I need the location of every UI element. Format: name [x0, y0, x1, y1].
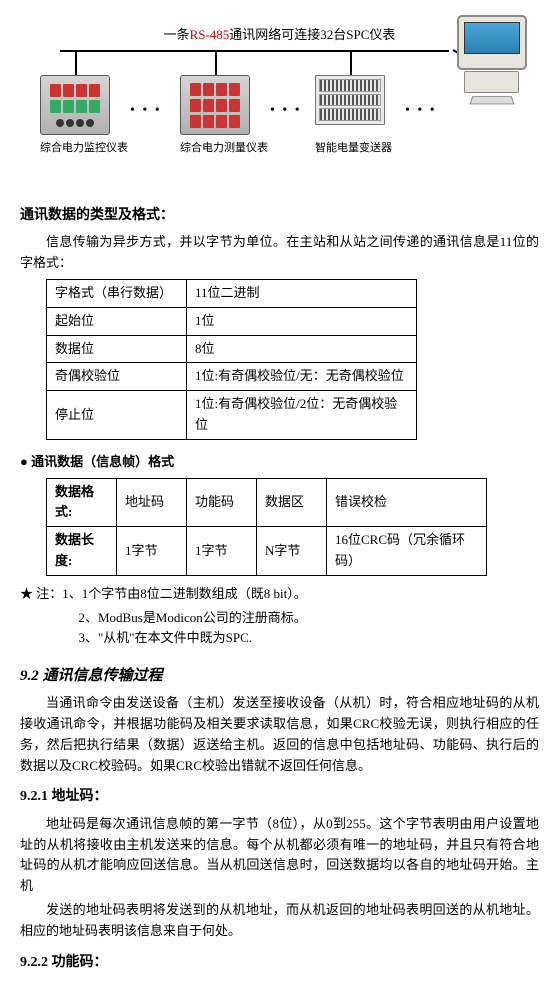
pc-base-icon [464, 71, 519, 93]
cell: 8位 [187, 335, 417, 363]
section-title-frame-format: ● 通讯数据（信息帧）格式 [20, 452, 539, 473]
note-3: 3、"从机"在本文件中既为SPC. [79, 628, 540, 649]
cell: 功能码 [187, 478, 257, 527]
cell: 停止位 [47, 391, 187, 440]
device-label: 综合电力监控仪表 [40, 140, 110, 158]
cell: 1字节 [187, 527, 257, 576]
cell: 字格式（串行数据） [47, 279, 187, 307]
ellipsis-dots: • • • [130, 100, 162, 122]
device-meter-2: 综合电力测量仪表 [180, 75, 250, 158]
meter-box [180, 75, 250, 135]
drop-line [350, 50, 352, 75]
cell-label: 数据格式: [47, 478, 117, 527]
device-meter-1: 综合电力监控仪表 [40, 75, 110, 158]
cell: 地址码 [117, 478, 187, 527]
section-9-2-title: 9.2 通讯信息传输过程 [20, 664, 539, 688]
cell-label: 数据长度: [47, 527, 117, 576]
cell: 数据位 [47, 335, 187, 363]
note-1: ★ 注：1、1个字节由8位二进制数组成（既8 bit）。 [20, 584, 539, 605]
cell: 1位 [187, 307, 417, 335]
section-9-2-2-title: 9.2.2 功能码： [20, 952, 539, 974]
ellipsis-dots: • • • [405, 100, 437, 122]
ellipsis-dots: • • • [270, 100, 302, 122]
note-2: 2、ModBus是Modicon公司的注册商标。 [79, 608, 540, 629]
frame-format-table: 数据格式: 地址码 功能码 数据区 错误校检 数据长度: 1字节 1字节 N字节… [46, 478, 487, 576]
cell: 数据区 [257, 478, 327, 527]
title-red: RS-485 [190, 27, 230, 42]
device-transmitter: 智能电量变送器 [315, 75, 385, 158]
diagram-title: 一条RS-485通讯网络可连接32台SPC仪表 [164, 25, 396, 46]
section-9-2-1-para2: 发送的地址码表明将发送到的从机地址，而从机返回的地址码表明回送的从机地址。相应的… [20, 900, 539, 942]
keyboard-icon [469, 96, 514, 104]
intro-paragraph: 信息传输为异步方式，并以字节为单位。在主站和从站之间传递的通讯信息是11位的字格… [20, 232, 539, 274]
monitor-icon [457, 15, 527, 70]
cell: 1位:有奇偶校验位/2位：无奇偶校验位 [187, 391, 417, 440]
cell: 16位CRC码（冗余循环码） [327, 527, 487, 576]
meter-box [40, 75, 110, 135]
cell: 1字节 [117, 527, 187, 576]
network-diagram: 一条RS-485通讯网络可连接32台SPC仪表 综合电力监控仪表 • • • 综… [20, 10, 539, 190]
pc-computer [449, 15, 534, 105]
section-9-2-para: 当通讯命令由发送设备（主机）发送至接收设备（从机）时，符合相应地址码的从机接收通… [20, 693, 539, 776]
cell: 11位二进制 [187, 279, 417, 307]
cell: 1位:有奇偶校验位/无：无奇偶校验位 [187, 363, 417, 391]
cell: 奇偶校验位 [47, 363, 187, 391]
device-label: 综合电力测量仪表 [180, 140, 250, 158]
title-suffix: 通讯网络可连接32台SPC仪表 [229, 27, 395, 42]
drop-line [215, 50, 217, 75]
cell: 起始位 [47, 307, 187, 335]
device-label: 智能电量变送器 [315, 140, 385, 158]
section-9-2-1-title: 9.2.1 地址码： [20, 786, 539, 808]
io-box [315, 75, 385, 125]
section-9-2-1-para1: 地址码是每次通讯信息帧的第一字节（8位），从0到255。这个字节表明由用户设置地… [20, 814, 539, 897]
cell: N字节 [257, 527, 327, 576]
cell: 错误校检 [327, 478, 487, 527]
title-prefix: 一条 [164, 27, 190, 42]
bus-line [60, 50, 449, 52]
section-title-data-format: 通讯数据的类型及格式： [20, 205, 539, 227]
byte-format-table: 字格式（串行数据）11位二进制 起始位1位 数据位8位 奇偶校验位1位:有奇偶校… [46, 279, 417, 440]
drop-line [75, 50, 77, 75]
